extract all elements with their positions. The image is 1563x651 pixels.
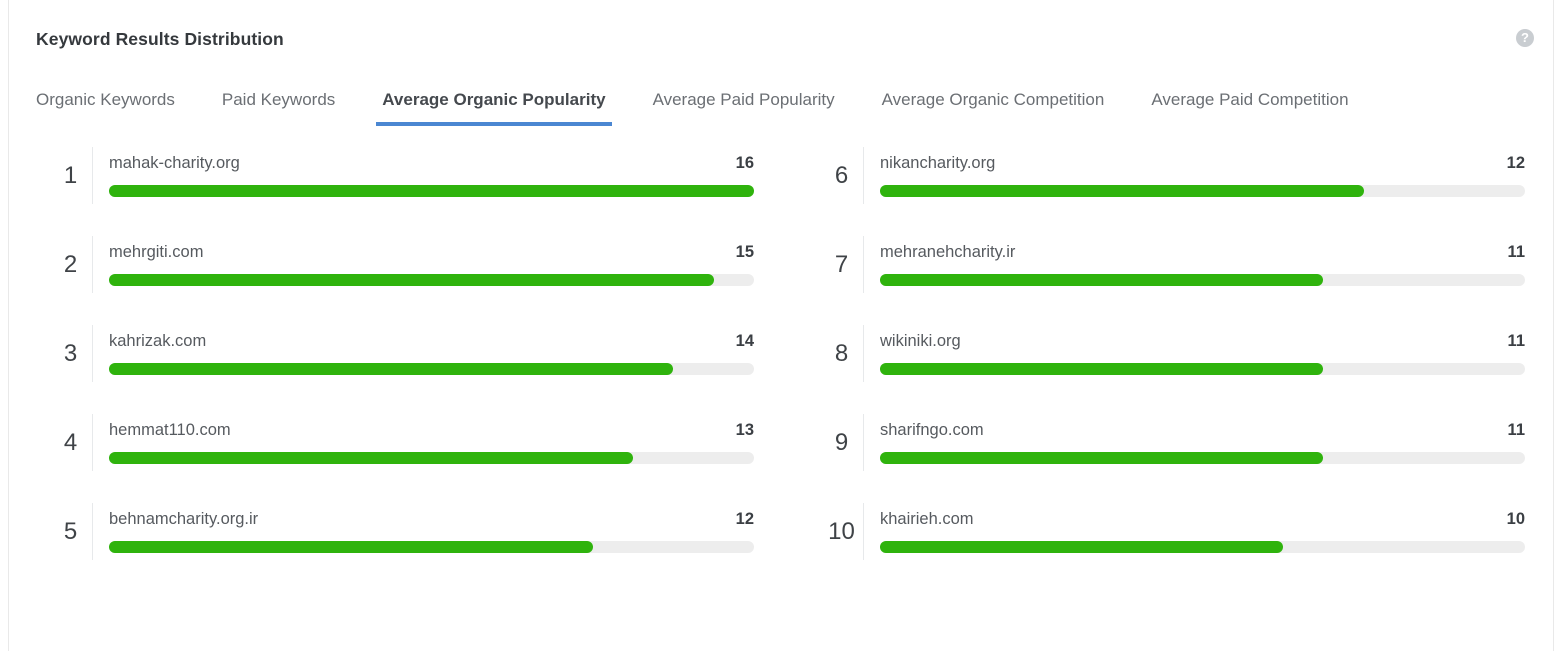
ranking-row: 1 mahak-charity.org 16 — [49, 147, 754, 204]
ranking-row: 3 kahrizak.com 14 — [49, 325, 754, 382]
rank-number: 8 — [820, 325, 864, 382]
row-header: mehranehcharity.ir 11 — [880, 243, 1525, 262]
ranking-row: 4 hemmat110.com 13 — [49, 414, 754, 471]
row-content: khairieh.com 10 — [864, 503, 1525, 560]
value-label: 16 — [735, 154, 754, 172]
progress-bar-fill — [880, 452, 1324, 464]
progress-bar-track — [109, 363, 754, 375]
progress-bar-track — [109, 452, 754, 464]
domain-label: mahak-charity.org — [109, 154, 240, 172]
domain-label: khairieh.com — [880, 510, 974, 528]
domain-label: kahrizak.com — [109, 332, 207, 350]
rank-number: 4 — [49, 414, 93, 471]
value-label: 12 — [735, 510, 754, 528]
tab-average-paid-popularity[interactable]: Average Paid Popularity — [652, 90, 835, 109]
rank-number: 10 — [820, 503, 864, 560]
progress-bar-fill — [109, 541, 593, 553]
ranking-row: 10 khairieh.com 10 — [820, 503, 1525, 560]
progress-bar-fill — [109, 274, 714, 286]
progress-bar-track — [109, 541, 754, 553]
ranking-row: 7 mehranehcharity.ir 11 — [820, 236, 1525, 293]
row-header: kahrizak.com 14 — [109, 332, 754, 351]
row-content: sharifngo.com 11 — [864, 414, 1525, 471]
value-label: 11 — [1507, 421, 1525, 439]
progress-bar-track — [109, 274, 754, 286]
row-header: wikiniki.org 11 — [880, 332, 1525, 351]
help-icon[interactable]: ? — [1516, 29, 1534, 47]
tab-average-organic-popularity[interactable]: Average Organic Popularity — [376, 90, 612, 126]
row-header: mahak-charity.org 16 — [109, 154, 754, 173]
row-header: sharifngo.com 11 — [880, 421, 1525, 440]
row-content: wikiniki.org 11 — [864, 325, 1525, 382]
row-header: mehrgiti.com 15 — [109, 243, 754, 262]
domain-label: sharifngo.com — [880, 421, 984, 439]
tab-average-organic-competition[interactable]: Average Organic Competition — [881, 90, 1105, 109]
ranking-row: 8 wikiniki.org 11 — [820, 325, 1525, 382]
row-content: behnamcharity.org.ir 12 — [93, 503, 754, 560]
domain-label: nikancharity.org — [880, 154, 996, 172]
rank-number: 1 — [49, 147, 93, 204]
row-content: nikancharity.org 12 — [864, 147, 1525, 204]
value-label: 11 — [1507, 243, 1525, 261]
rank-number: 9 — [820, 414, 864, 471]
domain-label: mehrgiti.com — [109, 243, 204, 261]
value-label: 15 — [735, 243, 754, 261]
domain-label: mehranehcharity.ir — [880, 243, 1016, 261]
domain-label: wikiniki.org — [880, 332, 961, 350]
tab-average-paid-competition[interactable]: Average Paid Competition — [1151, 90, 1349, 109]
progress-bar-fill — [880, 274, 1324, 286]
row-header: behnamcharity.org.ir 12 — [109, 510, 754, 529]
tab-organic-keywords[interactable]: Organic Keywords — [36, 90, 175, 109]
row-content: kahrizak.com 14 — [93, 325, 754, 382]
row-header: nikancharity.org 12 — [880, 154, 1525, 173]
progress-bar-track — [880, 541, 1525, 553]
domain-label: behnamcharity.org.ir — [109, 510, 259, 528]
value-label: 10 — [1506, 510, 1525, 528]
ranking-row: 2 mehrgiti.com 15 — [49, 236, 754, 293]
progress-bar-fill — [109, 363, 674, 375]
rank-number: 6 — [820, 147, 864, 204]
ranking-row: 6 nikancharity.org 12 — [820, 147, 1525, 204]
progress-bar-fill — [880, 541, 1284, 553]
value-label: 12 — [1506, 154, 1525, 172]
value-label: 13 — [735, 421, 754, 439]
progress-bar-track — [880, 274, 1525, 286]
progress-bar-track — [880, 363, 1525, 375]
row-content: mehrgiti.com 15 — [93, 236, 754, 293]
rank-number: 5 — [49, 503, 93, 560]
progress-bar-fill — [109, 452, 634, 464]
ranking-row: 9 sharifngo.com 11 — [820, 414, 1525, 471]
tab-bar: Organic Keywords Paid Keywords Average Org… — [30, 90, 1525, 126]
ranking-row: 5 behnamcharity.org.ir 12 — [49, 503, 754, 560]
row-content: mahak-charity.org 16 — [93, 147, 754, 204]
value-label: 11 — [1507, 332, 1525, 350]
row-header: hemmat110.com 13 — [109, 421, 754, 440]
progress-bar-fill — [880, 185, 1364, 197]
row-content: mehranehcharity.ir 11 — [864, 236, 1525, 293]
rank-number: 2 — [49, 236, 93, 293]
progress-bar-fill — [109, 185, 754, 197]
row-content: hemmat110.com 13 — [93, 414, 754, 471]
panel-title: Keyword Results Distribution — [36, 29, 284, 49]
value-label: 14 — [735, 332, 754, 350]
rank-number: 7 — [820, 236, 864, 293]
progress-bar-track — [880, 185, 1525, 197]
rank-number: 3 — [49, 325, 93, 382]
progress-bar-track — [109, 185, 754, 197]
progress-bar-track — [880, 452, 1525, 464]
row-header: khairieh.com 10 — [880, 510, 1525, 529]
tab-paid-keywords[interactable]: Paid Keywords — [221, 90, 336, 109]
progress-bar-fill — [880, 363, 1324, 375]
panel-header: Keyword Results Distribution ? — [36, 0, 1534, 50]
domain-label: hemmat110.com — [109, 421, 231, 439]
keyword-results-panel: Keyword Results Distribution ? Organic K… — [8, 0, 1554, 651]
ranking-list: 1 mahak-charity.org 16 2 mehrgiti.com 15 3 kahr… — [49, 147, 1525, 560]
